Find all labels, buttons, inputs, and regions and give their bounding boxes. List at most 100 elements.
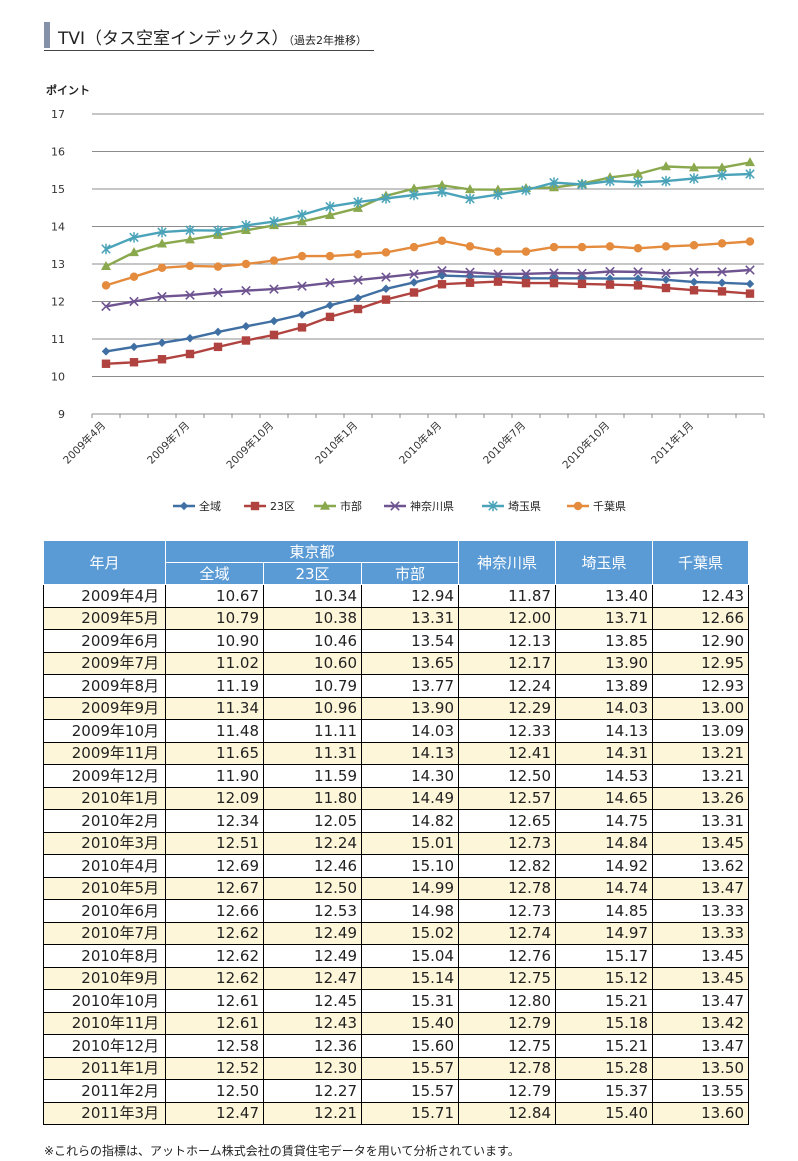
table-cell-value: 15.57 [360, 1079, 460, 1103]
data-point [129, 358, 139, 367]
table-row: 2010年6月 12.66 12.53 14.98 12.73 14.85 13.33 [43, 899, 750, 923]
data-point [325, 210, 335, 219]
table-cell-value: 12.66 [652, 606, 750, 630]
table-cell-value: 12.84 [458, 1101, 557, 1125]
data-point [241, 336, 251, 345]
table-cell-value: 11.48 [165, 719, 264, 743]
data-point [381, 248, 391, 257]
table-row: 2010年1月 12.09 11.80 14.49 12.57 14.65 13.26 [43, 786, 750, 810]
data-point [157, 263, 167, 272]
legend-label: 埼玉県 [508, 499, 541, 513]
table-cell-value: 14.53 [555, 764, 654, 788]
data-point [633, 168, 643, 178]
table-cell-value: 12.49 [263, 921, 362, 945]
table-cell-value: 14.75 [555, 809, 654, 833]
data-point [185, 261, 195, 271]
y-tick-label: 17 [51, 108, 65, 121]
table-cell-value: 12.78 [458, 876, 557, 900]
data-point [549, 268, 559, 278]
data-point [157, 226, 167, 238]
data-point [157, 338, 167, 347]
table-cell-value: 13.77 [360, 674, 460, 698]
table-cell-yearmonth: 2009年6月 [43, 629, 166, 653]
chart-title: TVI（タス空室インデックス）（過去2年推移） [58, 24, 367, 49]
table-row: 2009年6月 10.90 10.46 13.54 12.13 13.85 12.90 [43, 629, 750, 653]
data-point [577, 179, 587, 190]
table-cell-value: 12.57 [458, 786, 557, 810]
table-cell-yearmonth: 2011年3月 [43, 1101, 166, 1125]
data-point [661, 268, 671, 279]
table-cell-yearmonth: 2009年8月 [43, 674, 166, 698]
data-point [179, 501, 189, 511]
table-cell-value: 11.19 [165, 674, 264, 698]
table-cell-value: 12.62 [165, 921, 264, 945]
data-point [297, 251, 307, 261]
table-cell-value: 15.21 [555, 1034, 654, 1058]
table-cell-value: 13.09 [652, 719, 750, 743]
y-tick-label: 16 [51, 146, 65, 159]
table-cell-yearmonth: 2010年8月 [43, 944, 166, 968]
table-cell-value: 12.75 [458, 966, 557, 990]
tvi-line-chart: 9 10 11 12 13 14 15 16 17 ポイント 2009年4月 2009年7月 2009年… [46, 83, 765, 513]
table-cell-value: 12.69 [165, 854, 264, 878]
data-point [437, 180, 447, 189]
table-cell-value: 11.31 [263, 741, 362, 765]
data-point [689, 162, 699, 172]
data-point [577, 268, 587, 279]
data-point [661, 283, 671, 293]
data-point [633, 267, 643, 277]
data-point [297, 310, 307, 319]
data-point [661, 161, 671, 171]
data-point [717, 162, 727, 172]
table-cell-value: 15.40 [360, 1011, 460, 1035]
table-row: 2009年10月 11.48 11.11 14.03 12.33 14.13 13.09 [43, 719, 750, 743]
table-cell-value: 13.40 [555, 584, 654, 608]
table-cell-value: 12.73 [458, 899, 557, 923]
data-point [689, 241, 699, 250]
table-cell-value: 10.79 [263, 674, 362, 698]
table-cell-value: 12.74 [458, 921, 557, 945]
data-point [689, 173, 699, 184]
table-cell-value: 13.62 [652, 854, 750, 878]
series-line [105, 274, 751, 353]
table-cell-yearmonth: 2010年7月 [43, 921, 166, 945]
table-row: 2009年4月 10.67 10.34 12.94 11.87 13.40 12.43 [43, 584, 750, 608]
data-point [320, 500, 330, 510]
table-cell-value: 12.36 [263, 1034, 362, 1058]
data-point [437, 236, 447, 245]
table-row: 2010年4月 12.69 12.46 15.10 12.82 14.92 13.62 [43, 854, 750, 878]
table-cell-value: 10.90 [165, 629, 264, 653]
table-cell-value: 14.84 [555, 831, 654, 855]
legend-label: 23区 [270, 500, 295, 513]
header-yearmonth: 年月 [43, 540, 166, 585]
header-saitama: 埼玉県 [555, 540, 654, 585]
header-tokyo: 東京都 [164, 540, 460, 563]
x-tick-label: 2009年7月 [144, 419, 192, 467]
data-point [437, 280, 447, 289]
data-point [521, 268, 531, 279]
x-tick-label: 2010年1月 [312, 419, 360, 467]
table-row: 2010年8月 12.62 12.49 15.04 12.76 15.17 13.45 [43, 944, 750, 968]
table-cell-value: 12.65 [458, 809, 557, 833]
data-point [390, 501, 400, 511]
data-point [325, 277, 335, 288]
table-row: 2010年2月 12.34 12.05 14.82 12.65 14.75 13.31 [43, 809, 750, 833]
data-point [269, 284, 279, 294]
table-cell-value: 15.60 [360, 1034, 460, 1058]
data-point [325, 251, 335, 261]
table-cell-value: 14.99 [360, 876, 460, 900]
table-cell-value: 13.31 [360, 606, 460, 630]
data-point [297, 323, 307, 332]
data-point [717, 278, 727, 287]
data-point [549, 177, 559, 188]
data-point [129, 342, 139, 352]
table-row: 2010年12月 12.58 12.36 15.60 12.75 15.21 13.47 [43, 1034, 750, 1058]
table-cell-value: 11.65 [165, 741, 264, 765]
table-cell-value: 13.26 [652, 786, 750, 810]
data-point [409, 288, 419, 297]
table-cell-value: 12.43 [263, 1011, 362, 1035]
data-point [157, 291, 167, 302]
x-tick-label: 2010年4月 [396, 419, 444, 467]
data-point [269, 216, 279, 227]
table-row: 2009年7月 11.02 10.60 13.65 12.17 13.90 12.95 [43, 651, 750, 675]
